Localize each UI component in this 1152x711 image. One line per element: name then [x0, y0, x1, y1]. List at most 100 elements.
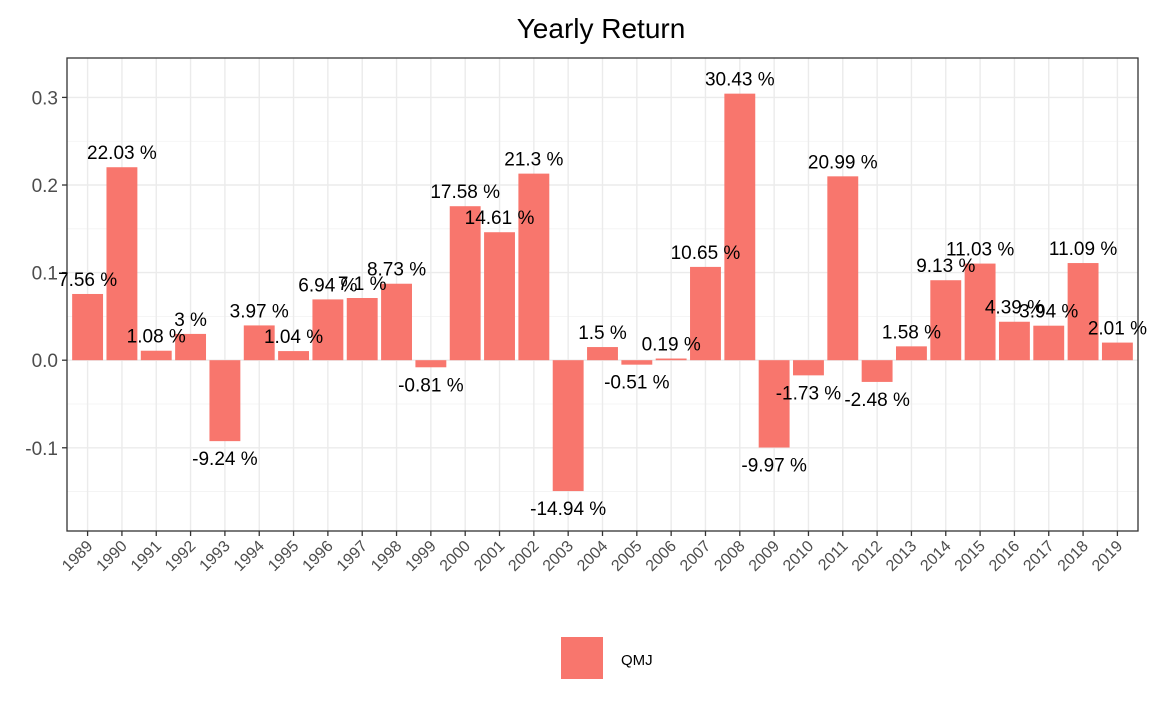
- data-label: 17.58 %: [430, 182, 500, 203]
- data-label: 8.73 %: [367, 260, 426, 281]
- bar-2019: [1101, 342, 1133, 361]
- bar-1997: [346, 298, 378, 361]
- bar-2014: [930, 280, 962, 361]
- bar-2000: [449, 206, 481, 361]
- data-label: 11.03 %: [946, 240, 1014, 261]
- x-tick-label: 2008: [711, 538, 748, 575]
- bar-2018: [1067, 263, 1099, 361]
- data-label: 1.5 %: [578, 323, 627, 344]
- data-label: 2.01 %: [1088, 319, 1147, 340]
- data-label: 3 %: [174, 310, 207, 331]
- x-tick-label: 2009: [746, 538, 783, 575]
- chart-title: Yearly Return: [517, 13, 686, 44]
- y-axis: -0.1 0.0 0.1 0.2 0.3: [25, 88, 67, 460]
- data-label: 1.58 %: [882, 322, 941, 343]
- bar-2005: [621, 360, 653, 365]
- bar-2013: [895, 346, 927, 361]
- data-label: -9.24 %: [192, 449, 258, 470]
- data-label: -1.73 %: [776, 383, 842, 404]
- x-tick-label: 2005: [608, 538, 645, 575]
- x-tick-label: 2006: [643, 538, 680, 575]
- x-tick-label: 2018: [1055, 538, 1092, 575]
- data-label: -14.94 %: [530, 499, 606, 520]
- data-label: 22.03 %: [87, 143, 157, 164]
- y-tick-label: 0.1: [32, 264, 58, 285]
- x-tick-label: 1995: [265, 538, 302, 575]
- x-tick-label: 2003: [540, 538, 577, 575]
- data-label: 20.99 %: [808, 152, 878, 173]
- bar-1996: [312, 299, 344, 361]
- x-tick-label: 1997: [334, 538, 371, 575]
- data-label: 30.43 %: [705, 70, 775, 91]
- x-tick-label: 1994: [231, 538, 268, 575]
- data-label: 4.39 %: [985, 298, 1044, 319]
- x-tick-label: 1998: [368, 538, 405, 575]
- bar-2001: [484, 232, 515, 361]
- data-label: 21.3 %: [504, 150, 563, 171]
- bar-1989: [72, 293, 104, 361]
- bar-2006: [655, 358, 687, 361]
- bar-2012: [861, 360, 893, 382]
- x-tick-label: 2010: [780, 538, 817, 575]
- bar-2016: [998, 321, 1030, 361]
- bar-2009: [758, 360, 790, 448]
- legend-swatch: [561, 637, 603, 679]
- bars: [72, 93, 1133, 492]
- bar-1993: [209, 360, 241, 442]
- bar-2011: [827, 176, 859, 361]
- data-labels: 7.56 % 22.03 % 1.08 %3 % -9.24 % 3.97 % 1.04 …: [58, 70, 1147, 520]
- x-tick-label: 1996: [300, 538, 337, 575]
- legend-label: QMJ: [621, 652, 653, 669]
- gridlines: [67, 58, 1138, 531]
- bar-1999: [415, 360, 447, 368]
- legend: QMJ: [561, 637, 653, 679]
- data-label: 11.09 %: [1049, 239, 1117, 260]
- x-tick-label: 2012: [849, 538, 886, 575]
- y-tick-label: 0.0: [32, 351, 58, 372]
- x-tick-label: 2015: [952, 538, 989, 575]
- x-tick-label: 2004: [574, 538, 611, 575]
- bar-2003: [552, 360, 584, 492]
- x-tick-label: 2017: [1020, 538, 1057, 575]
- data-label: 9.13 %: [916, 256, 975, 277]
- data-label: 7.56 %: [58, 270, 117, 291]
- data-label: 6.94 %: [298, 275, 357, 296]
- x-tick-label: 2001: [471, 538, 508, 575]
- x-tick-label: 1989: [59, 538, 96, 575]
- data-label: 7.1 %: [338, 274, 387, 295]
- data-label: -0.81 %: [398, 375, 464, 396]
- x-tick-label: 2016: [986, 538, 1023, 575]
- data-label: 0.19 %: [642, 335, 701, 356]
- data-label: -9.97 %: [741, 456, 807, 477]
- bar-2007: [690, 266, 721, 361]
- bar-1995: [278, 351, 310, 361]
- data-label: 14.61 %: [465, 208, 535, 229]
- x-tick-label: 2000: [437, 538, 474, 575]
- x-tick-label: 1992: [162, 538, 199, 575]
- data-label: 3.97 %: [230, 301, 289, 322]
- bar-1998: [381, 283, 412, 361]
- bar-2015: [964, 263, 996, 361]
- x-tick-label: 1999: [403, 538, 440, 575]
- x-tick-label: 2013: [883, 538, 920, 575]
- bar-1992: [175, 333, 207, 361]
- x-axis: 1989199019911992199319941995199619971998…: [59, 531, 1126, 575]
- x-tick-label: 2002: [505, 538, 542, 575]
- y-tick-label: -0.1: [25, 439, 58, 460]
- bar-1990: [106, 167, 138, 361]
- data-label: -2.48 %: [844, 390, 910, 411]
- bar-1994: [243, 325, 275, 361]
- data-label: 1.08 %: [127, 327, 186, 348]
- y-tick-label: 0.2: [32, 176, 58, 197]
- data-label: 1.04 %: [264, 327, 323, 348]
- data-label: 3.94 %: [1019, 302, 1078, 323]
- bar-2002: [518, 173, 550, 361]
- x-tick-label: 2007: [677, 538, 714, 575]
- x-tick-label: 1990: [94, 538, 131, 575]
- x-tick-label: 2014: [917, 538, 954, 575]
- x-tick-label: 2019: [1089, 538, 1126, 575]
- bar-2010: [793, 360, 824, 376]
- data-label: 10.65 %: [671, 243, 741, 264]
- data-label: -0.51 %: [604, 373, 670, 394]
- bar-2004: [587, 347, 618, 361]
